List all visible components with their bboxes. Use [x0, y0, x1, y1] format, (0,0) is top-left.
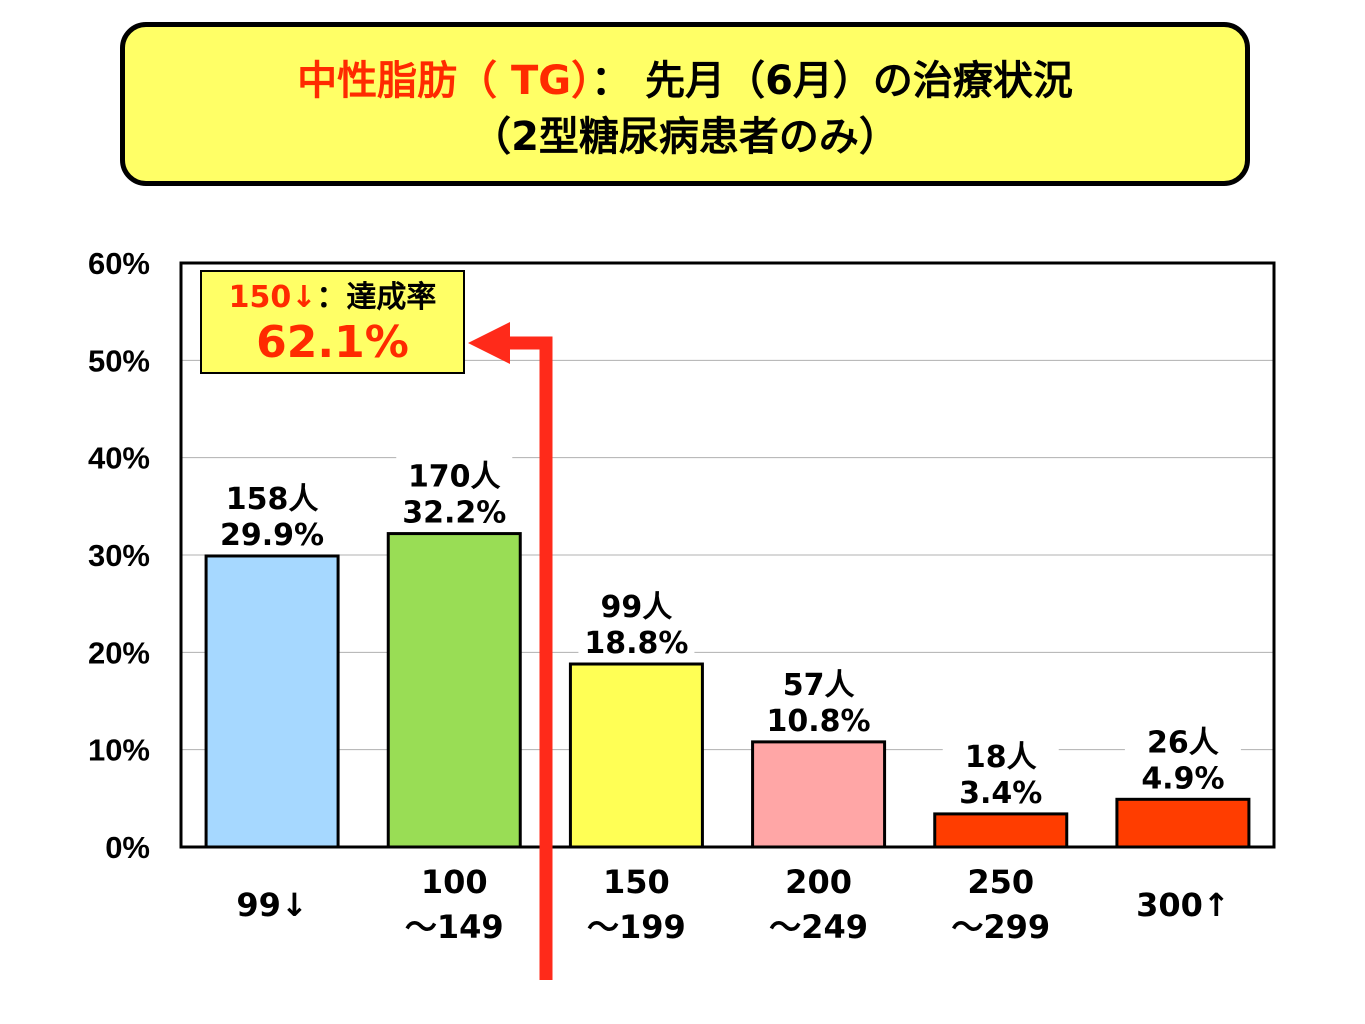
data-label-count: 57人	[783, 668, 855, 703]
data-label-percent: 29.9%	[220, 518, 324, 553]
title-red-part: 中性脂肪（ TG）	[297, 58, 592, 104]
y-axis-ticks: 0% 10% 20% 30% 40% 50% 60%	[88, 246, 150, 865]
bar	[204, 554, 340, 849]
arrow-shaft	[506, 336, 553, 980]
x-category-label: 100	[421, 863, 488, 901]
data-label-count: 18人	[965, 740, 1037, 775]
target-arrow	[468, 322, 553, 980]
x-category-label: 150	[603, 863, 670, 901]
callout-heading: 150↓：達成率	[202, 278, 463, 318]
grid-lines	[181, 359, 1274, 751]
x-category-range: ～199	[587, 908, 686, 946]
y-tick-label: 20%	[88, 635, 150, 670]
x-axis-categories: 99↓ 100 ～149 150 ～199 200 ～249 250 ～299 300↑	[236, 863, 1229, 946]
data-label-percent: 10.8%	[767, 704, 871, 739]
data-label-background	[1124, 719, 1241, 794]
data-label-background	[214, 475, 331, 550]
data-label-background	[396, 453, 513, 528]
plot-frame	[179, 261, 1276, 849]
x-category-label: 250	[967, 863, 1034, 901]
y-tick-label: 50%	[88, 343, 150, 378]
data-label-background	[942, 733, 1059, 808]
title-line-2: （2型糖尿病患者のみ）	[471, 114, 899, 160]
x-category-label: 99↓	[236, 886, 307, 924]
bar	[568, 662, 704, 849]
data-label-background	[578, 584, 695, 659]
x-category-label: 200	[785, 863, 852, 901]
data-label-count: 26人	[1147, 725, 1219, 760]
callout-rate: 62.1%	[256, 317, 409, 368]
title-rest-part: ： 先月（6月）の治療状況	[591, 58, 1073, 104]
arrow-head	[468, 322, 510, 364]
title-line-1: 中性脂肪（ TG）： 先月（6月）の治療状況	[125, 53, 1245, 109]
achievement-callout: 150↓：達成率 62.1%	[200, 270, 465, 374]
y-tick-label: 0%	[105, 830, 150, 865]
bar	[933, 812, 1069, 849]
x-category-label: 300↑	[1136, 886, 1230, 924]
data-label-percent: 3.4%	[959, 776, 1042, 811]
callout-threshold: 150↓	[228, 280, 317, 315]
x-category-range: ～249	[769, 908, 868, 946]
data-label-percent: 4.9%	[1141, 761, 1224, 796]
bar	[751, 740, 887, 849]
x-category-range: ～299	[951, 908, 1050, 946]
y-tick-label: 30%	[88, 538, 150, 573]
chart-title-box: 中性脂肪（ TG）： 先月（6月）の治療状況 （2型糖尿病患者のみ）	[120, 22, 1250, 186]
data-label-percent: 18.8%	[584, 626, 688, 661]
y-tick-label: 10%	[88, 733, 150, 768]
data-label-count: 99人	[601, 590, 673, 625]
data-label-count: 170人	[408, 460, 501, 495]
data-label-count: 158人	[226, 482, 319, 517]
data-label-percent: 32.2%	[402, 496, 506, 531]
bar	[1115, 797, 1251, 849]
y-tick-label: 60%	[88, 246, 150, 281]
bar	[386, 532, 522, 849]
x-category-range: ～149	[405, 908, 504, 946]
callout-label: ：達成率	[316, 280, 437, 315]
bars	[204, 532, 1251, 849]
data-label-background	[760, 661, 877, 736]
y-tick-label: 40%	[88, 441, 150, 476]
